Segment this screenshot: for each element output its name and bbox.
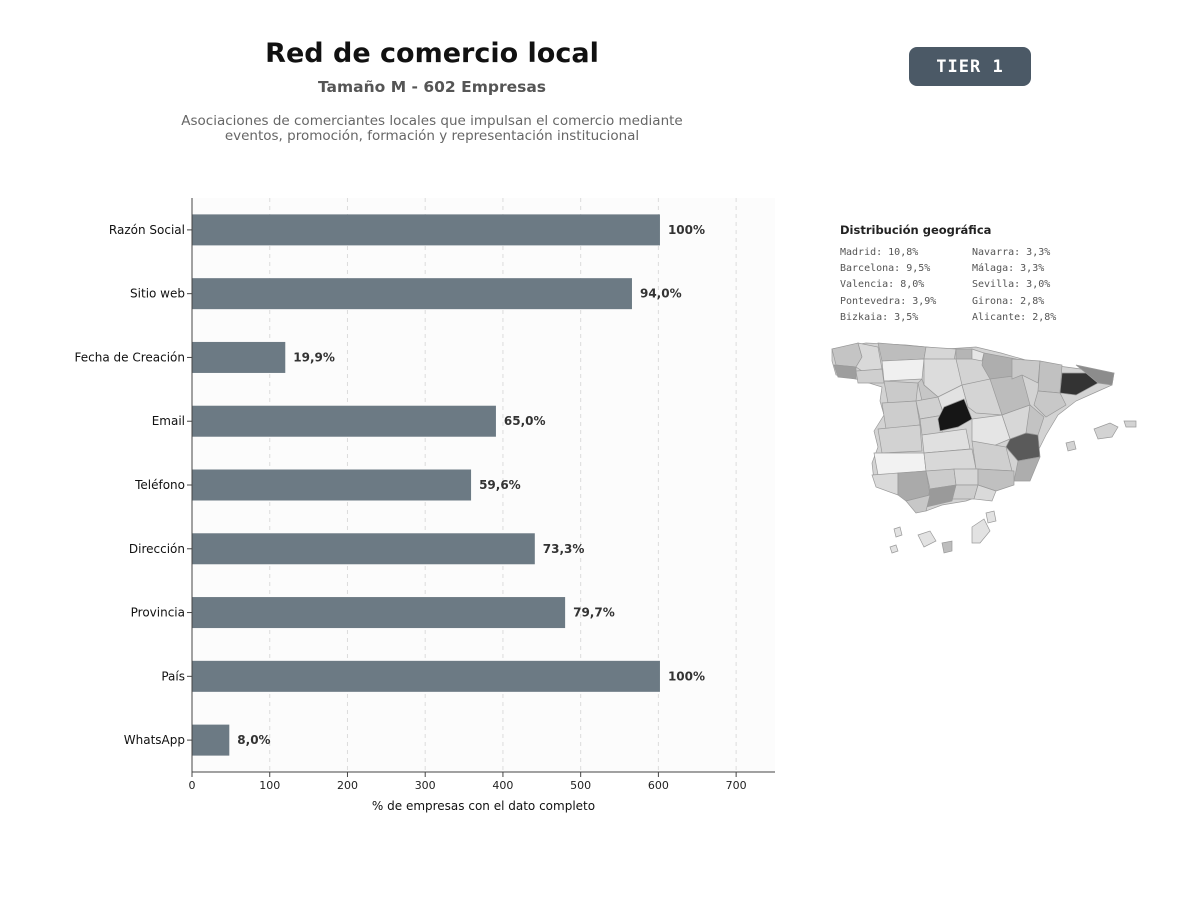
- geo-item: Barcelona: 9,5%: [840, 263, 931, 275]
- province-ciudad-real: [923, 448, 977, 472]
- x-tick-label: 600: [648, 779, 669, 792]
- province-pontevedra: [833, 364, 857, 380]
- island-menorca: [1123, 420, 1137, 428]
- y-tick-label: País: [161, 669, 185, 683]
- x-tick-label: 100: [259, 779, 280, 792]
- geo-item: Girona: 2,8%: [972, 295, 1045, 307]
- bar-data-label: 100%: [668, 223, 705, 237]
- island-canaria-4: [971, 518, 991, 544]
- province-coruna: [831, 342, 863, 368]
- island-canaria-2: [917, 530, 937, 548]
- province-leon: [881, 358, 925, 382]
- geo-item: Alicante: 2,8%: [972, 311, 1057, 323]
- x-tick-label: 200: [337, 779, 358, 792]
- spain-province-map: [831, 342, 1137, 554]
- province-jaen: [953, 468, 979, 486]
- province-cuenca: [971, 414, 1011, 450]
- y-tick-label: Email: [152, 414, 185, 428]
- x-tick-label: 500: [570, 779, 591, 792]
- island-canaria-1: [893, 526, 903, 538]
- tier-badge: TIER 1: [909, 47, 1031, 86]
- bar-data-label: 94,0%: [640, 287, 682, 301]
- geo-item: Sevilla: 3,0%: [972, 279, 1051, 291]
- geo-item: Bizkaia: 3,5%: [840, 311, 919, 323]
- y-tick-label: Teléfono: [134, 478, 185, 492]
- bar: [192, 660, 660, 692]
- island-canaria-6: [889, 544, 899, 554]
- bar-data-label: 79,7%: [573, 606, 615, 620]
- bar-data-label: 100%: [668, 669, 705, 683]
- y-tick-label: Sitio web: [130, 287, 185, 301]
- province-alicante: [1013, 456, 1041, 482]
- bar: [192, 341, 286, 373]
- geo-item: Navarra: 3,3%: [972, 247, 1051, 258]
- bar: [192, 724, 230, 756]
- bar: [192, 597, 566, 629]
- y-tick-label: Provincia: [131, 606, 185, 620]
- province-madrid: [937, 398, 973, 432]
- province-zamora: [883, 380, 919, 404]
- province-barcelona: [1059, 372, 1099, 396]
- bar: [192, 469, 472, 501]
- page-subtitle: Tamaño M - 602 Empresas: [317, 78, 547, 96]
- province-tarragona: [1033, 390, 1067, 418]
- province-salamanca: [881, 400, 921, 430]
- province-cadiz: [905, 494, 931, 514]
- page-title: Red de comercio local: [265, 38, 599, 69]
- island-mallorca: [1093, 422, 1119, 440]
- island-canaria-3: [941, 540, 953, 554]
- island-canaria-5: [985, 510, 997, 524]
- province-huelva: [871, 472, 899, 496]
- geo-item: Valencia: 8,0%: [840, 279, 925, 291]
- province-gipuzkoa: [971, 348, 985, 362]
- bar-data-label: 19,9%: [293, 350, 335, 364]
- province-caceres: [877, 424, 923, 454]
- geo-item: Pontevedra: 3,9%: [840, 295, 937, 307]
- bar-data-label: 73,3%: [543, 542, 585, 556]
- province-ourense: [855, 368, 885, 384]
- bar: [192, 214, 660, 246]
- island-ibiza: [1065, 440, 1077, 452]
- province-guadalajara: [961, 378, 1003, 416]
- geo-item: Málaga: 3,3%: [972, 263, 1045, 275]
- bar-data-label: 8,0%: [237, 733, 270, 747]
- province-bizkaia: [955, 348, 973, 360]
- geo-list-left: Madrid: 10,8% Barcelona: 9,5% Valencia: …: [840, 245, 936, 326]
- province-lleida: [1037, 360, 1063, 394]
- province-asturias: [877, 342, 927, 362]
- x-tick-label: 700: [726, 779, 747, 792]
- geo-item: Madrid: 10,8%: [840, 247, 919, 258]
- page-description: Asociaciones de comerciantes locales que…: [0, 114, 864, 144]
- province-granada: [951, 484, 979, 500]
- bar: [192, 533, 535, 565]
- description-line-2: eventos, promoción, formación y represen…: [224, 128, 640, 144]
- bar-data-label: 59,6%: [479, 478, 521, 492]
- y-tick-label: Dirección: [129, 542, 185, 556]
- geo-distribution-title: Distribución geográfica: [840, 223, 992, 237]
- province-murcia: [977, 468, 1015, 492]
- x-axis-title: % de empresas con el dato completo: [372, 799, 595, 813]
- description-line-1: Asociaciones de comerciantes locales que…: [181, 113, 683, 129]
- province-almeria: [973, 484, 997, 502]
- bar-data-label: 65,0%: [504, 414, 546, 428]
- x-tick-label: 0: [189, 779, 196, 792]
- province-girona: [1075, 364, 1115, 386]
- y-tick-label: WhatsApp: [124, 733, 185, 747]
- province-huesca: [1011, 358, 1041, 384]
- y-tick-label: Fecha de Creación: [75, 350, 185, 364]
- y-tick-label: Razón Social: [109, 223, 185, 237]
- bar: [192, 278, 632, 310]
- x-tick-label: 300: [415, 779, 436, 792]
- x-tick-label: 400: [492, 779, 513, 792]
- bar: [192, 405, 496, 437]
- bar-chart: 0 100 200 300 400 500 600 700 Razón Social 100% Si…: [75, 198, 775, 813]
- geo-list-right: Navarra: 3,3% Málaga: 3,3% Sevilla: 3,0%…: [972, 245, 1056, 326]
